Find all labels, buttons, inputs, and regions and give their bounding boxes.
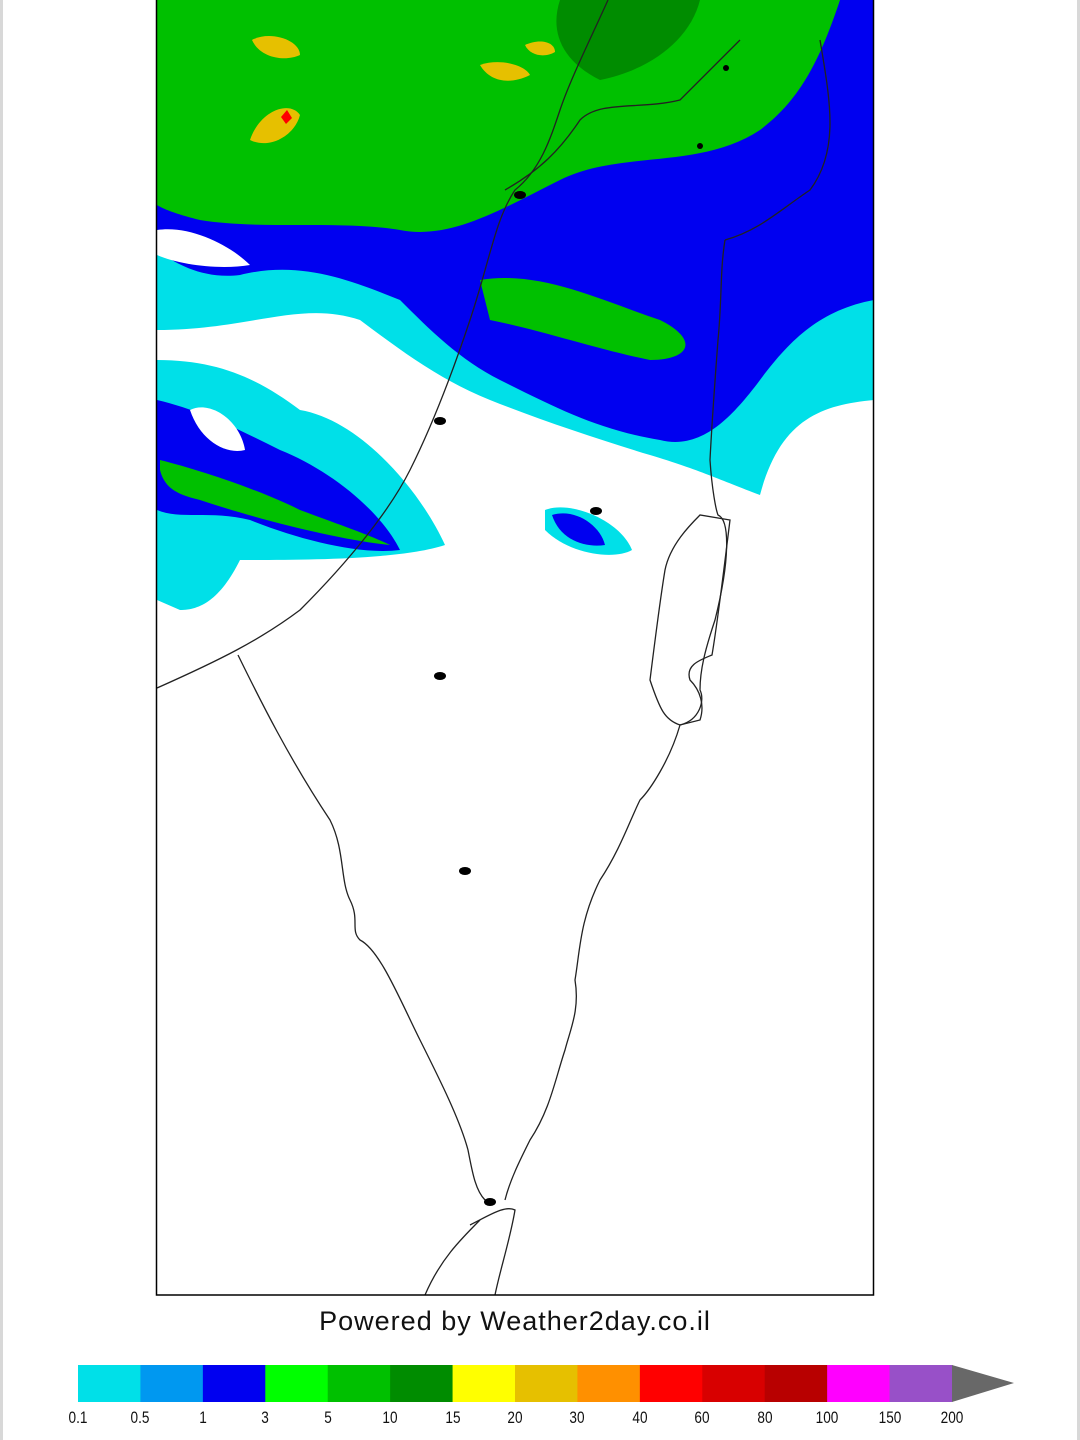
colorbar-swatch	[577, 1365, 641, 1402]
precip-white-gap	[157, 229, 250, 267]
precip-yellow-cell-4	[525, 41, 555, 56]
colorbar-tick-label: 5	[323, 1408, 332, 1427]
sinai-border	[237, 654, 486, 1201]
colorbar-swatch	[889, 1365, 953, 1402]
borders	[156, 0, 831, 1296]
colorbar-tick-label: 80	[757, 1408, 773, 1427]
colorbar-swatch	[140, 1365, 204, 1402]
colorbar-tick-label: 100	[815, 1408, 839, 1427]
precipitation-field	[157, 0, 874, 610]
colorbar-swatch	[265, 1365, 329, 1402]
colorbar-swatch	[390, 1365, 454, 1402]
colorbar-tick-label: 1	[199, 1408, 207, 1427]
right-edge	[1077, 0, 1080, 1440]
dead-sea	[649, 514, 731, 726]
colorbar-tick-label: 0.5	[130, 1408, 150, 1427]
colorbar-swatch	[639, 1365, 703, 1402]
city-marker	[697, 143, 703, 149]
city-marker	[434, 672, 446, 680]
colorbar-swatch	[452, 1365, 516, 1402]
colorbar-tick-label: 3	[261, 1408, 270, 1427]
precip-darkgreen-area	[556, 0, 700, 80]
eilat-gulf	[424, 1208, 516, 1296]
coastline	[156, 0, 609, 689]
colorbar-tick-label: 40	[632, 1408, 648, 1427]
colorbar-tick-label: 200	[940, 1408, 964, 1427]
city-marker	[723, 65, 729, 71]
precip-blue-area-mid	[552, 513, 605, 546]
colorbar	[78, 1365, 1014, 1402]
colorbar-tick-label: 30	[569, 1408, 585, 1427]
golan-border	[724, 39, 831, 241]
colorbar-overflow-arrow	[952, 1365, 1014, 1402]
colorbar-tick-label: 60	[694, 1408, 710, 1427]
colorbar-swatch	[702, 1365, 766, 1402]
precip-white-gap-2	[190, 407, 245, 451]
colorbar-swatch	[327, 1365, 391, 1402]
city-marker	[434, 417, 446, 425]
precipitation-map	[155, 0, 875, 1296]
precip-green-area-west	[160, 460, 390, 545]
colorbar-tick-label: 15	[444, 1408, 461, 1427]
colorbar-tick-label: 20	[507, 1408, 523, 1427]
left-edge	[0, 0, 3, 1440]
colorbar-swatch	[202, 1365, 266, 1402]
city-marker	[514, 191, 526, 199]
colorbar-swatch	[515, 1365, 578, 1402]
colorbar-swatch	[764, 1365, 828, 1402]
precip-green-area-2	[480, 278, 686, 360]
city-markers	[434, 65, 729, 1206]
colorbar-swatch	[827, 1365, 891, 1402]
precip-red-cell	[281, 110, 292, 124]
colorbar-tick-label: 150	[878, 1408, 901, 1427]
colorbar-tick-label: 10	[382, 1408, 398, 1427]
precip-green-area	[157, 0, 840, 232]
city-marker	[590, 507, 602, 515]
map-frame	[155, 0, 875, 1296]
city-marker	[484, 1198, 496, 1206]
credit-text: Powered by Weather2day.co.il	[319, 1306, 711, 1336]
city-marker	[459, 867, 471, 875]
precip-yellow-cell-1	[252, 35, 300, 59]
colorbar-swatch	[78, 1365, 141, 1402]
precip-yellow-cell-2	[480, 62, 530, 81]
colorbar-tick-label: 0.1	[68, 1408, 88, 1427]
lebanon-border	[504, 39, 741, 191]
